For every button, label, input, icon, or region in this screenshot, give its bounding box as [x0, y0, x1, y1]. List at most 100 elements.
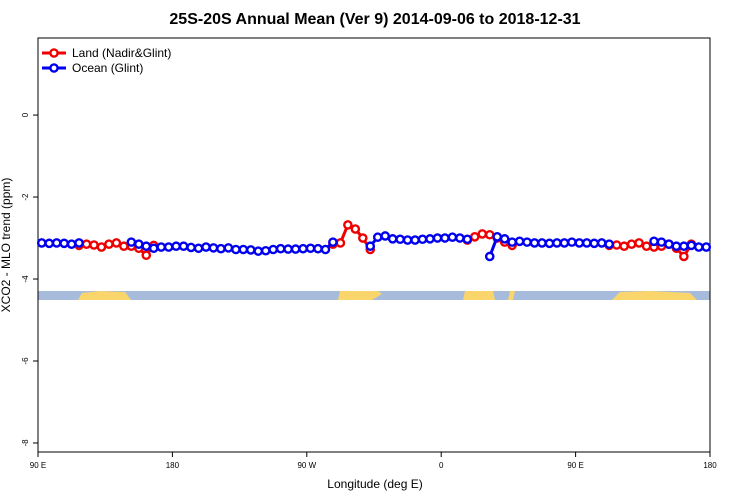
- data-point: [335, 238, 346, 248]
- data-point: [544, 238, 555, 249]
- data-point: [529, 238, 540, 248]
- land-ocean-strip: [38, 291, 710, 300]
- data-point: [462, 234, 473, 245]
- data-point: [447, 232, 458, 243]
- data-point: [440, 233, 450, 243]
- data-point: [245, 245, 256, 255]
- data-point: [208, 243, 219, 253]
- data-point: [380, 231, 391, 241]
- data-point: [484, 229, 495, 240]
- data-point: [469, 232, 480, 242]
- data-point: [619, 241, 629, 252]
- data-point: [634, 238, 644, 248]
- data-point: [350, 224, 361, 234]
- data-point: [193, 243, 204, 254]
- data-point: [589, 238, 600, 249]
- data-point: [559, 238, 570, 248]
- data-point: [574, 238, 585, 248]
- data-point: [66, 239, 77, 249]
- data-point: [686, 240, 697, 251]
- legend-label: Ocean (Glint): [72, 61, 143, 75]
- data-point: [671, 241, 682, 252]
- data-point: [51, 238, 62, 248]
- data-point: [343, 220, 353, 230]
- data-point: [119, 241, 129, 252]
- y-axis-label: XCO2 - MLO trend (ppm): [0, 178, 13, 313]
- data-point: [44, 238, 55, 249]
- data-point: [89, 240, 99, 250]
- data-point: [641, 241, 652, 252]
- data-point: [664, 239, 674, 249]
- data-point: [328, 237, 338, 247]
- data-point: [455, 233, 465, 243]
- data-point: [679, 241, 689, 252]
- data-point: [104, 239, 114, 249]
- data-point: [679, 251, 689, 262]
- y-tick-label: -2: [21, 193, 30, 201]
- data-point: [694, 242, 704, 252]
- data-point: [514, 236, 525, 247]
- data-point: [649, 236, 659, 247]
- data-point: [484, 251, 495, 262]
- data-point: [253, 246, 264, 256]
- data-point: [372, 232, 383, 243]
- data-point: [163, 242, 174, 252]
- data-point: [298, 243, 308, 254]
- data-point: [186, 242, 196, 253]
- data-point: [477, 229, 488, 239]
- data-point: [96, 242, 107, 252]
- data-point: [395, 234, 405, 245]
- data-point: [74, 238, 84, 248]
- data-point: [231, 244, 241, 255]
- legend-marker: [49, 63, 59, 73]
- data-point: [357, 233, 368, 243]
- data-point: [611, 240, 622, 250]
- data-point: [216, 243, 226, 254]
- series: [36, 231, 712, 262]
- data-point: [537, 238, 547, 248]
- data-point: [141, 250, 152, 261]
- data-point: [59, 238, 69, 249]
- data-point: [626, 239, 637, 249]
- data-point: [582, 238, 592, 248]
- data-point: [313, 243, 323, 254]
- data-point: [507, 237, 517, 247]
- data-point: [656, 237, 667, 247]
- data-point: [171, 241, 181, 252]
- data-point: [567, 237, 577, 247]
- data-point: [111, 238, 122, 248]
- data-point: [260, 245, 271, 256]
- data-point: [387, 234, 398, 244]
- data-point: [275, 243, 286, 254]
- data-point: [417, 234, 428, 245]
- data-point: [305, 243, 316, 254]
- data-point: [268, 244, 279, 255]
- x-axis-label: Longitude (deg E): [327, 477, 422, 491]
- data-point: [238, 244, 249, 255]
- data-point: [701, 242, 712, 252]
- data-point: [133, 239, 144, 249]
- y-tick-label: 0: [21, 112, 30, 117]
- data-point: [365, 241, 376, 252]
- data-point: [402, 235, 413, 245]
- data-point: [596, 238, 607, 248]
- data-point: [410, 235, 420, 245]
- data-point: [499, 234, 510, 244]
- x-tick-label: 90 W: [297, 461, 316, 470]
- data-point: [492, 232, 503, 242]
- x-tick-label: 90 E: [567, 461, 583, 470]
- x-tick-label: 180: [166, 461, 180, 470]
- data-point: [425, 234, 435, 244]
- data-point: [223, 243, 234, 253]
- legend-marker: [49, 48, 59, 58]
- y-tick-label: -4: [21, 275, 30, 283]
- y-tick-label: -8: [21, 439, 30, 447]
- data-point: [522, 237, 532, 247]
- chart-title: 25S-20S Annual Mean (Ver 9) 2014-09-06 t…: [169, 11, 580, 28]
- data-point: [290, 244, 301, 254]
- data-point: [552, 238, 562, 248]
- data-point: [156, 242, 166, 252]
- x-tick-label: 90 E: [30, 461, 46, 470]
- data-point: [148, 243, 159, 254]
